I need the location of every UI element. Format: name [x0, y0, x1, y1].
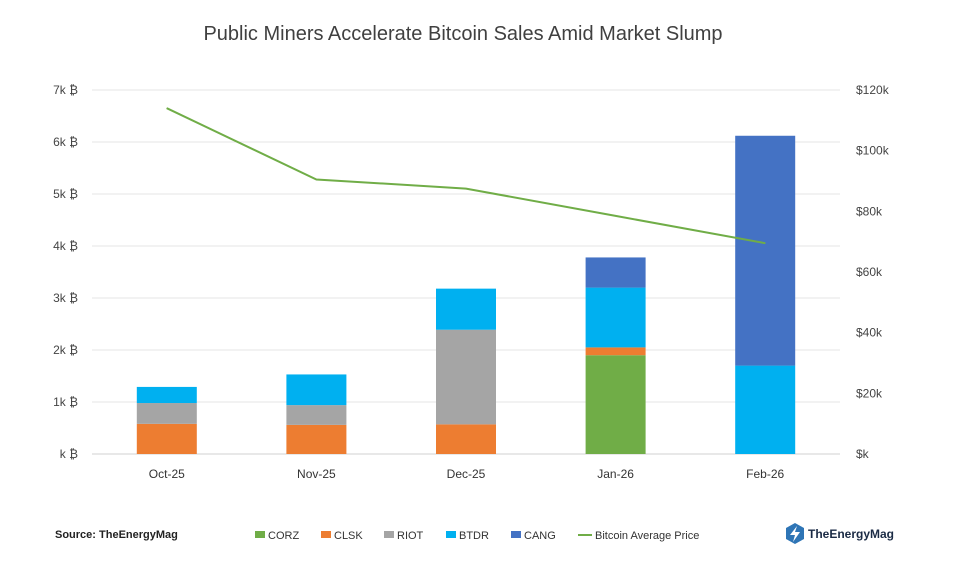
left-tick-label: 7k ₿	[53, 83, 78, 97]
legend: CORZ CLSK RIOT BTDR CANG Bitcoin Average Pric…	[255, 530, 699, 542]
price-point	[166, 107, 168, 109]
right-tick-label: $60k	[856, 265, 883, 279]
left-tick-label: 6k ₿	[53, 135, 78, 149]
left-tick-label: 1k ₿	[53, 395, 78, 409]
bar-clsk-nov-25	[286, 424, 347, 454]
right-tick-label: $80k	[856, 204, 883, 218]
lightning-hex-icon	[786, 523, 804, 544]
category-label: Jan-26	[597, 467, 634, 481]
price-point	[615, 215, 617, 217]
category-label: Dec-25	[447, 467, 486, 481]
x-axis: Oct-25 Nov-25 Dec-25 Jan-26 Feb-26	[149, 467, 785, 481]
bar-riot-nov-25	[286, 405, 347, 425]
left-tick-label: 2k ₿	[53, 343, 78, 357]
bar-btdr-dec-25	[436, 288, 496, 330]
bar-btdr-feb-26	[735, 365, 796, 454]
bars	[136, 135, 796, 454]
legend-swatch-riot	[384, 531, 394, 538]
right-tick-label: $20k	[856, 386, 883, 400]
bar-clsk-dec-25	[436, 424, 496, 454]
right-tick-label: $120k	[856, 83, 890, 97]
bar-btdr-nov-25	[286, 374, 347, 406]
brand-logo: TheEnergyMag	[786, 523, 894, 544]
legend-swatch-cang	[511, 531, 521, 538]
legend-swatch-btdr	[446, 531, 456, 538]
price-point	[315, 178, 317, 180]
left-tick-label: k ₿	[60, 447, 78, 461]
left-axis: k ₿ 1k ₿ 2k ₿ 3k ₿ 4k ₿ 5k ₿ 6k ₿ 7k ₿	[53, 83, 78, 461]
category-label: Nov-25	[297, 467, 336, 481]
left-tick-label: 3k ₿	[53, 291, 78, 305]
bar-btdr-oct-25	[136, 386, 197, 404]
legend-swatch-clsk	[321, 531, 331, 538]
bar-cang-jan-26	[585, 257, 646, 288]
right-tick-label: $k	[856, 447, 870, 461]
brand-name: TheEnergyMag	[808, 527, 894, 541]
bar-cang-feb-26	[735, 135, 796, 366]
legend-label-price: Bitcoin Average Price	[595, 530, 699, 542]
chart-title: Public Miners Accelerate Bitcoin Sales A…	[203, 23, 722, 45]
legend-swatch-corz	[255, 531, 265, 538]
price-point	[764, 242, 766, 244]
bitcoin-price-line	[166, 107, 766, 245]
bar-btdr-jan-26	[585, 287, 646, 348]
bar-clsk-oct-25	[136, 423, 197, 454]
price-point	[465, 188, 467, 190]
legend-label-btdr: BTDR	[459, 530, 489, 542]
right-tick-label: $100k	[856, 144, 890, 158]
bar-riot-dec-25	[436, 329, 496, 425]
left-tick-label: 5k ₿	[53, 187, 78, 201]
legend-label-clsk: CLSK	[334, 530, 363, 542]
category-label: Oct-25	[149, 467, 185, 481]
bar-riot-oct-25	[136, 403, 197, 424]
left-tick-label: 4k ₿	[53, 239, 78, 253]
bar-clsk-jan-26	[585, 347, 646, 356]
legend-label-corz: CORZ	[268, 530, 299, 542]
legend-label-riot: RIOT	[397, 530, 424, 542]
source-note: Source: TheEnergyMag	[55, 529, 178, 541]
legend-label-cang: CANG	[524, 530, 556, 542]
right-tick-label: $40k	[856, 326, 883, 340]
price-line-layer	[166, 107, 766, 245]
category-label: Feb-26	[746, 467, 784, 481]
bar-corz-jan-26	[585, 355, 646, 454]
right-axis: $k $20k $40k $60k $80k $100k $120k	[856, 83, 890, 461]
